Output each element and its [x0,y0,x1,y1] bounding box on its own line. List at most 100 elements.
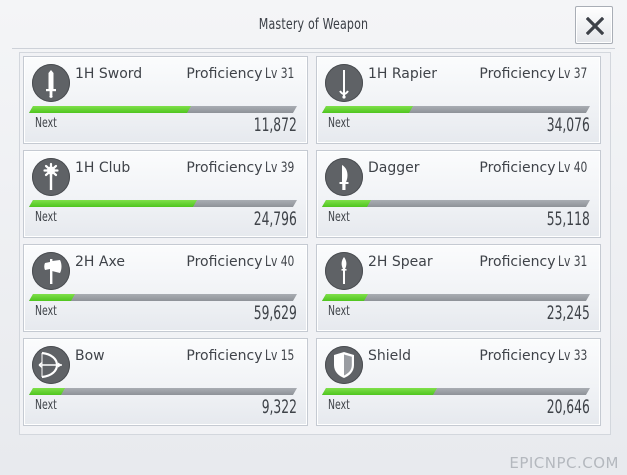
level-text: Lv 40 [558,160,587,176]
progress-bar [321,294,591,301]
proficiency-label: Proficiency [479,160,556,176]
weapon-icon-badge [325,346,363,384]
next-exp-value: 20,646 [546,396,590,418]
weapon-icon-badge [32,346,70,384]
proficiency-level: Proficiency Lv 39 [186,160,299,176]
level-prefix: Lv [264,348,277,364]
next-exp-value: 55,118 [546,208,590,230]
weapon-card[interactable]: 1H Club Proficiency Lv 39 Next 24,796 [23,150,308,238]
next-label: Next [35,116,57,131]
next-exp-value: 59,629 [253,302,297,324]
progress-fill [28,200,197,207]
weapon-icon-badge [325,252,363,290]
progress-fill [321,294,369,301]
next-label: Next [328,398,350,413]
progress-bar [28,200,298,207]
weapon-icon-badge [32,64,70,102]
level-text: Lv 31 [265,66,294,82]
progress-bar [321,106,591,113]
level-value: 31 [573,254,587,270]
shield-icon [334,352,354,378]
next-label: Next [328,304,350,319]
weapon-icon-badge [32,252,70,290]
proficiency-label: Proficiency [479,254,556,270]
proficiency-label: Proficiency [479,348,556,364]
proficiency-level: Proficiency Lv 31 [479,254,592,270]
weapon-name: 1H Rapier [368,66,438,82]
level-prefix: Lv [264,160,277,176]
level-prefix: Lv [264,254,277,270]
dagger-icon [339,165,349,190]
weapon-card[interactable]: 2H Spear Proficiency Lv 31 Next 23,245 [316,244,601,332]
panel-title: Mastery of Weapon [258,15,369,33]
next-label: Next [35,210,57,225]
watermark: EPICNPC.COM [509,454,619,472]
proficiency-level: Proficiency Lv 31 [186,66,299,82]
weapon-name: 1H Club [75,160,131,176]
progress-bar [28,388,298,395]
next-exp-value: 24,796 [253,208,297,230]
weapon-card[interactable]: 2H Axe Proficiency Lv 40 Next 59,629 [23,244,308,332]
proficiency-label: Proficiency [186,348,263,364]
weapon-card[interactable]: Bow Proficiency Lv 15 Next 9,322 [23,338,308,426]
weapon-name: Dagger [368,160,420,176]
weapon-icon-badge [32,158,70,196]
level-text: Lv 40 [265,254,294,270]
weapon-name: 2H Axe [75,254,125,270]
level-prefix: Lv [264,66,277,82]
close-button[interactable] [575,6,613,44]
proficiency-level: Proficiency Lv 33 [479,348,592,364]
level-prefix: Lv [557,160,570,176]
next-exp-value: 34,076 [546,114,590,136]
progress-fill [321,388,437,395]
progress-fill [28,106,192,113]
level-value: 40 [573,160,587,176]
proficiency-label: Proficiency [186,254,263,270]
weapon-icon-badge [325,64,363,102]
level-text: Lv 15 [265,348,294,364]
proficiency-label: Proficiency [186,160,263,176]
bow-icon [38,351,62,379]
level-value: 15 [280,348,294,364]
progress-fill [28,388,65,395]
weapon-name: 2H Spear [368,254,433,270]
proficiency-label: Proficiency [479,66,556,82]
level-value: 37 [573,66,587,82]
next-label: Next [35,304,57,319]
proficiency-level: Proficiency Lv 37 [479,66,592,82]
next-label: Next [35,398,57,413]
sword-icon [46,70,56,98]
level-value: 39 [280,160,294,176]
weapon-card[interactable]: Shield Proficiency Lv 33 Next 20,646 [316,338,601,426]
level-text: Lv 31 [558,254,587,270]
progress-fill [321,106,414,113]
axe-icon [44,259,62,284]
progress-bar [321,200,591,207]
next-exp-value: 23,245 [546,302,590,324]
level-text: Lv 33 [558,348,587,364]
level-value: 33 [573,348,587,364]
progress-bar [321,388,591,395]
level-prefix: Lv [557,348,570,364]
level-prefix: Lv [557,66,570,82]
level-text: Lv 37 [558,66,587,82]
weapon-card[interactable]: 1H Rapier Proficiency Lv 37 Next 34,076 [316,56,601,144]
title-divider [12,48,615,49]
level-value: 40 [280,254,294,270]
progress-fill [321,200,371,207]
weapon-card[interactable]: Dagger Proficiency Lv 40 Next 55,118 [316,150,601,238]
level-prefix: Lv [557,254,570,270]
weapon-name: Bow [75,348,105,364]
weapon-name: Shield [368,348,412,364]
close-icon [586,17,604,35]
next-label: Next [328,210,350,225]
rapier-icon [339,70,349,99]
progress-fill [28,294,76,301]
proficiency-label: Proficiency [186,66,263,82]
weapon-name: 1H Sword [75,66,143,82]
next-exp-value: 9,322 [261,396,297,418]
weapon-card[interactable]: 1H Sword Proficiency Lv 31 Next 11,872 [23,56,308,144]
club-icon [43,162,59,190]
proficiency-level: Proficiency Lv 15 [186,348,299,364]
next-label: Next [328,116,350,131]
